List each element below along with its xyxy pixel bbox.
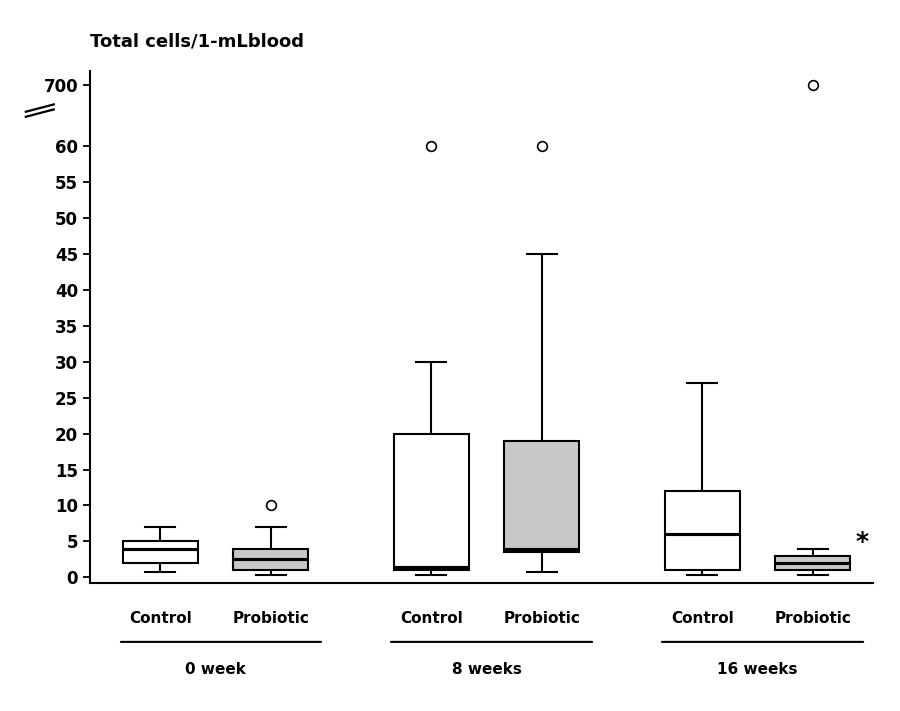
Bar <box>233 549 309 570</box>
Text: Probiotic: Probiotic <box>774 611 851 626</box>
Text: Control: Control <box>400 611 463 626</box>
Bar <box>665 491 740 570</box>
Text: 8 weeks: 8 weeks <box>452 663 521 678</box>
Text: Total cells/1-mLblood: Total cells/1-mLblood <box>90 33 304 50</box>
Bar <box>504 441 580 552</box>
Bar <box>14 104 60 117</box>
Text: Control: Control <box>129 611 192 626</box>
Text: Probiotic: Probiotic <box>232 611 309 626</box>
Text: Probiotic: Probiotic <box>503 611 580 626</box>
Text: *: * <box>855 530 868 555</box>
Text: 0 week: 0 week <box>185 663 246 678</box>
Bar <box>122 541 198 563</box>
Bar <box>775 556 850 570</box>
Text: 16 weeks: 16 weeks <box>717 663 797 678</box>
Text: Control: Control <box>671 611 733 626</box>
Bar <box>393 434 469 570</box>
